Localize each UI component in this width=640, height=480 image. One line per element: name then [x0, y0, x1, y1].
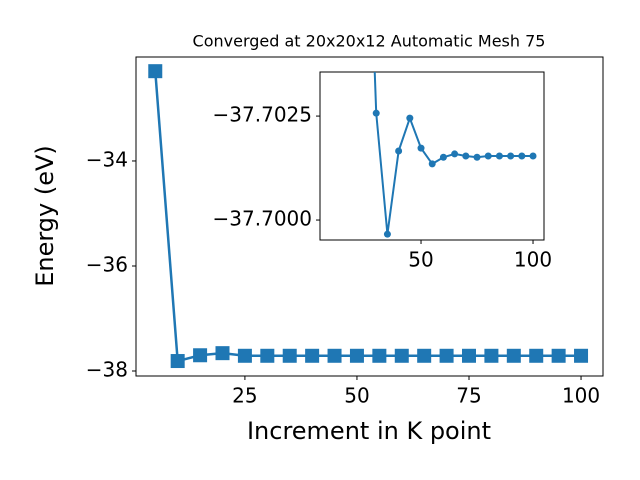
marker [551, 348, 566, 363]
plot-series [148, 64, 589, 369]
x-tick-label: 50 [408, 248, 433, 272]
marker [439, 348, 454, 363]
marker [327, 348, 342, 363]
x-tick-label: 75 [456, 384, 481, 408]
marker [462, 152, 470, 160]
marker [439, 153, 447, 161]
y-tick-label: −36 [86, 252, 128, 276]
marker [507, 152, 515, 160]
marker [529, 152, 537, 160]
x-tick-label: 25 [232, 384, 257, 408]
marker [193, 348, 208, 363]
marker [305, 348, 320, 363]
marker [383, 230, 391, 238]
marker [170, 354, 185, 369]
marker [574, 348, 589, 363]
x-tick-label: 100 [562, 384, 600, 408]
marker [451, 150, 459, 158]
marker [349, 348, 364, 363]
x-tick-label: 50 [344, 384, 369, 408]
marker [518, 152, 526, 160]
marker [529, 348, 544, 363]
marker [260, 348, 275, 363]
marker [148, 64, 163, 79]
series-line [373, 72, 534, 235]
marker [282, 348, 297, 363]
y-tick-label: −37.7025 [213, 103, 312, 127]
marker [461, 348, 476, 363]
marker [406, 114, 414, 122]
marker [372, 348, 387, 363]
marker [394, 348, 409, 363]
marker [484, 348, 499, 363]
marker [372, 109, 380, 117]
x-tick-label: 100 [514, 248, 552, 272]
y-tick-label: −38 [86, 358, 128, 382]
y-tick-label: −34 [86, 147, 128, 171]
y-axis-label: Energy (eV) [31, 145, 59, 287]
marker [428, 160, 436, 168]
marker [506, 348, 521, 363]
marker [417, 348, 432, 363]
y-tick-label: −37.7000 [213, 207, 312, 231]
marker [237, 348, 252, 363]
marker [495, 152, 503, 160]
marker [395, 147, 403, 155]
marker [215, 346, 230, 361]
marker [417, 144, 425, 152]
plot-series [372, 72, 537, 238]
chart-title: Converged at 20x20x12 Automatic Mesh 75 [193, 32, 546, 51]
marker [484, 152, 492, 160]
marker [473, 153, 481, 161]
x-axis-label: Increment in K point [247, 417, 491, 445]
